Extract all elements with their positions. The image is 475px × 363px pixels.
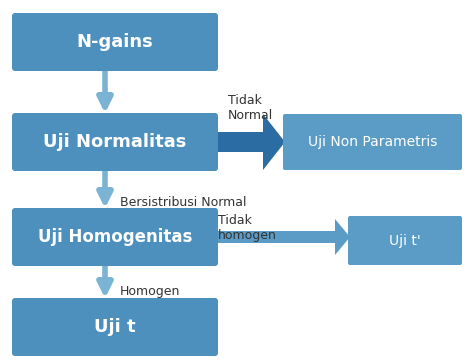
FancyBboxPatch shape xyxy=(12,298,218,356)
Text: N-gains: N-gains xyxy=(76,33,153,51)
Text: Homogen: Homogen xyxy=(120,285,180,298)
Text: Tidak
homogen: Tidak homogen xyxy=(218,214,277,242)
Text: Tidak
Normal: Tidak Normal xyxy=(228,94,273,122)
FancyBboxPatch shape xyxy=(348,216,462,265)
Polygon shape xyxy=(215,114,285,170)
Text: Uji Homogenitas: Uji Homogenitas xyxy=(38,228,192,246)
FancyBboxPatch shape xyxy=(12,208,218,266)
FancyBboxPatch shape xyxy=(12,13,218,71)
Polygon shape xyxy=(215,219,350,255)
FancyBboxPatch shape xyxy=(283,114,462,170)
Text: Uji Normalitas: Uji Normalitas xyxy=(43,133,187,151)
Text: Bersistribusi Normal: Bersistribusi Normal xyxy=(120,196,247,209)
Text: Uji t': Uji t' xyxy=(389,233,421,248)
FancyBboxPatch shape xyxy=(12,113,218,171)
Text: Uji t: Uji t xyxy=(94,318,136,336)
Text: Uji Non Parametris: Uji Non Parametris xyxy=(308,135,437,149)
